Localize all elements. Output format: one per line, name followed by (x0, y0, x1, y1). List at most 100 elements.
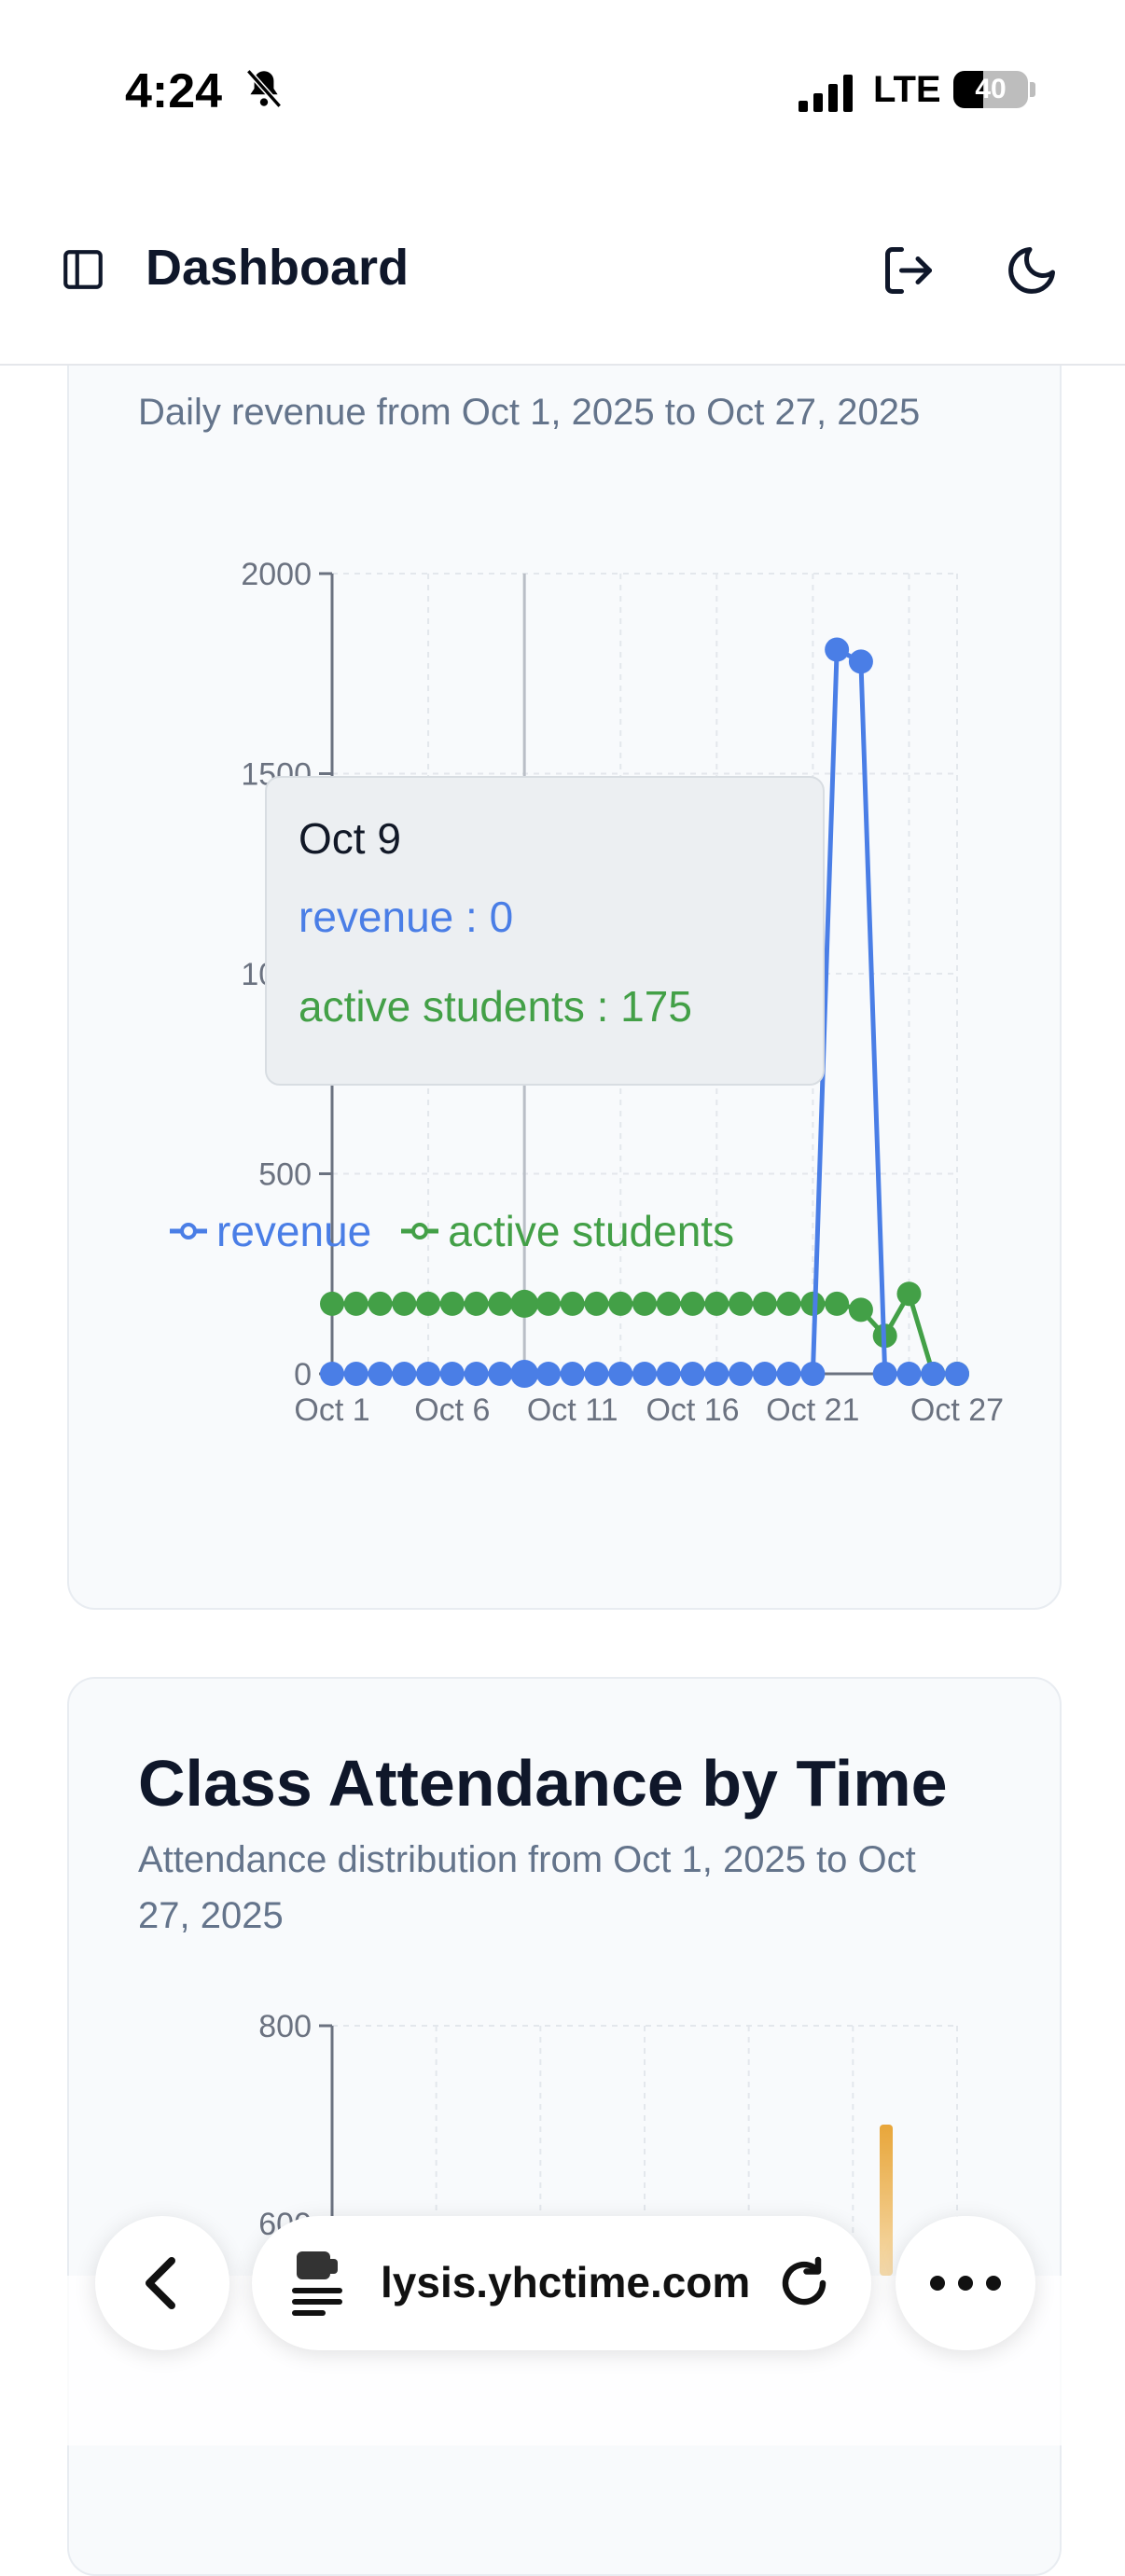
data-point-active-students (320, 1291, 344, 1316)
moon-icon[interactable] (1004, 242, 1060, 298)
legend-dot (180, 1223, 197, 1240)
data-point-revenue (776, 1362, 801, 1386)
legend-students-marker (401, 1223, 439, 1240)
data-point-revenue (439, 1362, 465, 1386)
data-point-revenue (535, 1362, 561, 1386)
data-point-revenue (560, 1362, 585, 1386)
x-tick-label: Oct 21 (766, 1392, 859, 1428)
x-tick-label: Oct 6 (414, 1392, 490, 1428)
attendance-card-title: Class Attendance by Time (138, 1747, 948, 1820)
more-icon (896, 2216, 1035, 2350)
url-text: lysis.yhctime.com (381, 2258, 751, 2306)
data-point-revenue (921, 1362, 946, 1386)
reader-extension-icon[interactable] (291, 2250, 347, 2317)
attendance-chart: 600800 (258, 2009, 958, 2276)
battery-cap (1030, 82, 1035, 97)
page-title: Dashboard (146, 240, 410, 296)
chart-tooltip: Oct 9 revenue : 0 active students : 175 (265, 776, 825, 1086)
data-point-active-students (392, 1291, 417, 1316)
reload-icon[interactable] (776, 2255, 832, 2311)
attendance-bar (880, 2125, 893, 2276)
sidebar-toggle-icon[interactable] (60, 246, 106, 293)
legend-revenue-label: revenue (216, 1207, 372, 1255)
data-point-revenue (632, 1362, 657, 1386)
data-point-active-students (343, 1291, 368, 1316)
tooltip-students: active students : 175 (299, 982, 692, 1031)
data-point-active-students (776, 1291, 801, 1316)
data-point-revenue (343, 1362, 368, 1386)
data-point-active-students (704, 1291, 729, 1316)
data-point-revenue (392, 1362, 417, 1386)
data-point-revenue (488, 1362, 513, 1386)
address-bar[interactable]: lysis.yhctime.com (252, 2216, 871, 2350)
data-point-active-students (584, 1291, 609, 1316)
more-button[interactable] (896, 2216, 1035, 2350)
data-point-revenue (368, 1362, 393, 1386)
y-tick-label: 0 (294, 1357, 312, 1392)
bell-off-icon (245, 69, 283, 108)
data-point-active-students (510, 1289, 539, 1318)
y-tick-label: 2000 (241, 557, 312, 592)
logout-icon[interactable] (881, 242, 937, 298)
data-point-active-students (439, 1291, 465, 1316)
battery-fill (953, 71, 983, 108)
data-point-revenue (320, 1362, 344, 1386)
back-button[interactable] (95, 2216, 229, 2350)
x-tick-label: Oct 1 (294, 1392, 369, 1428)
data-point-active-students (825, 1291, 850, 1316)
data-point-revenue (825, 637, 850, 662)
data-point-active-students (632, 1291, 657, 1316)
revenue-card-subtitle: Daily revenue from Oct 1, 2025 to Oct 27… (138, 392, 921, 433)
data-point-active-students (656, 1291, 681, 1316)
app-header: Dashboard (0, 187, 1125, 366)
data-point-active-students (848, 1297, 873, 1323)
data-point-active-students (729, 1291, 754, 1316)
legend-revenue-marker (170, 1223, 207, 1240)
data-point-revenue (510, 1360, 539, 1388)
data-point-active-students (608, 1291, 633, 1316)
data-point-revenue (872, 1362, 897, 1386)
signal-icon (799, 75, 853, 112)
network-type: LTE (873, 69, 941, 110)
battery-level: 40 (975, 74, 1007, 104)
data-point-revenue (848, 649, 873, 674)
x-tick-label: Oct 11 (527, 1392, 618, 1428)
data-point-active-students (464, 1291, 489, 1316)
data-point-active-students (488, 1291, 513, 1316)
status-bar: 4:24 LTE 40 (0, 0, 1125, 187)
data-point-active-students (535, 1291, 561, 1316)
x-tick-label: Oct 16 (646, 1392, 739, 1428)
data-point-active-students (560, 1291, 585, 1316)
data-point-revenue (704, 1362, 729, 1386)
y-tick-label: 500 (258, 1157, 312, 1193)
data-point-revenue (896, 1362, 922, 1386)
y-tick-label: 800 (258, 2009, 312, 2044)
chart-legend: revenue active students (168, 1203, 762, 1259)
tooltip-revenue: revenue : 0 (299, 893, 514, 941)
tooltip-date: Oct 9 (299, 814, 401, 863)
data-point-active-students (896, 1281, 922, 1307)
legend-students-label: active students (448, 1207, 735, 1255)
data-point-revenue (416, 1362, 441, 1386)
data-point-active-students (680, 1291, 705, 1316)
legend-revenue[interactable]: revenue (168, 1206, 371, 1256)
status-time: 4:24 (125, 64, 223, 118)
data-point-revenue (464, 1362, 489, 1386)
data-point-revenue (608, 1362, 633, 1386)
x-tick-label: Oct 27 (910, 1392, 1004, 1428)
data-point-active-students (368, 1291, 393, 1316)
data-point-revenue (656, 1362, 681, 1386)
data-point-active-students (416, 1291, 441, 1316)
legend-dot (411, 1223, 429, 1240)
data-point-revenue (752, 1362, 777, 1386)
data-point-revenue (584, 1362, 609, 1386)
attendance-card-subtitle: Attendance distribution from Oct 1, 2025… (138, 1839, 916, 1936)
data-point-revenue (680, 1362, 705, 1386)
legend-active-students[interactable]: active students (399, 1206, 734, 1256)
data-point-revenue (729, 1362, 754, 1386)
chevron-left-icon (146, 2257, 175, 2309)
data-point-revenue (945, 1362, 969, 1386)
data-point-active-students (752, 1291, 777, 1316)
battery-icon: 40 (953, 71, 1028, 108)
